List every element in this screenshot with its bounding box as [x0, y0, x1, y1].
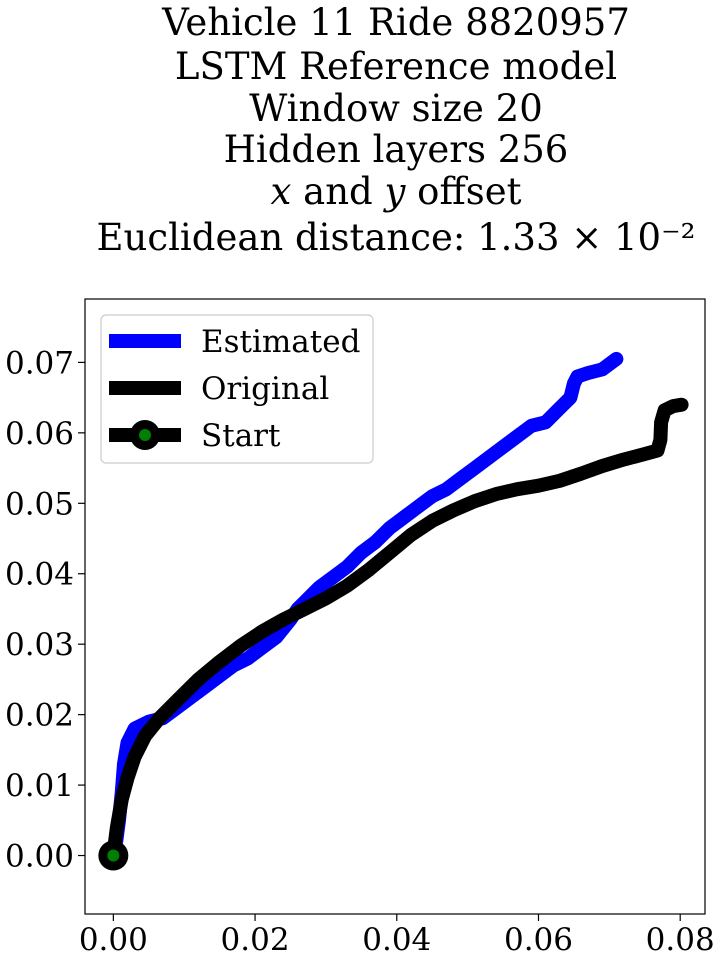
start-marker-inner [107, 849, 120, 862]
y-tick-label: 0.04 [5, 557, 74, 593]
title-text-part: offset [405, 170, 521, 213]
x-tick-label: 0.06 [504, 922, 573, 958]
x-tick-label: 0.02 [221, 922, 290, 958]
legend-label-estimated: Estimated [201, 324, 360, 360]
x-tick-label: 0.00 [79, 922, 148, 958]
title-math-variable: y [383, 170, 407, 213]
title-line-4: Hidden layers 256 [224, 128, 569, 171]
legend: Estimated Original Start [100, 314, 374, 464]
x-tick-label: 0.08 [646, 922, 715, 958]
x-tick-label: 0.04 [362, 922, 431, 958]
start-marker-layer [98, 840, 129, 871]
y-axis: 0.00 0.01 0.02 0.03 0.04 0.05 0.06 0.07 [5, 345, 85, 875]
chart-title: Vehicle 11 Ride 8820957 LSTM Reference m… [97, 1, 696, 259]
title-text-part: and [291, 170, 384, 213]
y-tick-label: 0.03 [5, 627, 74, 663]
legend-label-original: Original [201, 371, 329, 407]
y-tick-label: 0.01 [5, 768, 74, 804]
y-tick-label: 0.05 [5, 486, 74, 522]
title-line-3: Window size 20 [249, 87, 543, 130]
legend-box [100, 314, 374, 464]
title-line-1: Vehicle 11 Ride 8820957 [161, 1, 630, 44]
y-tick-label: 0.06 [5, 416, 74, 452]
y-tick-label: 0.02 [5, 698, 74, 734]
series-layer [106, 351, 689, 863]
title-line-2: LSTM Reference model [175, 45, 617, 88]
title-line-5: x and y offset [271, 170, 522, 213]
series-line-original [106, 397, 689, 863]
title-math-variable: x [271, 170, 292, 213]
y-tick-label: 0.00 [5, 839, 74, 875]
x-axis: 0.00 0.02 0.04 0.06 0.08 [79, 914, 715, 958]
y-tick-label: 0.07 [5, 345, 74, 381]
legend-label-start: Start [201, 418, 281, 454]
title-line-6: Euclidean distance: 1.33 × 10⁻² [97, 216, 696, 259]
legend-start-marker-inner [139, 429, 151, 441]
